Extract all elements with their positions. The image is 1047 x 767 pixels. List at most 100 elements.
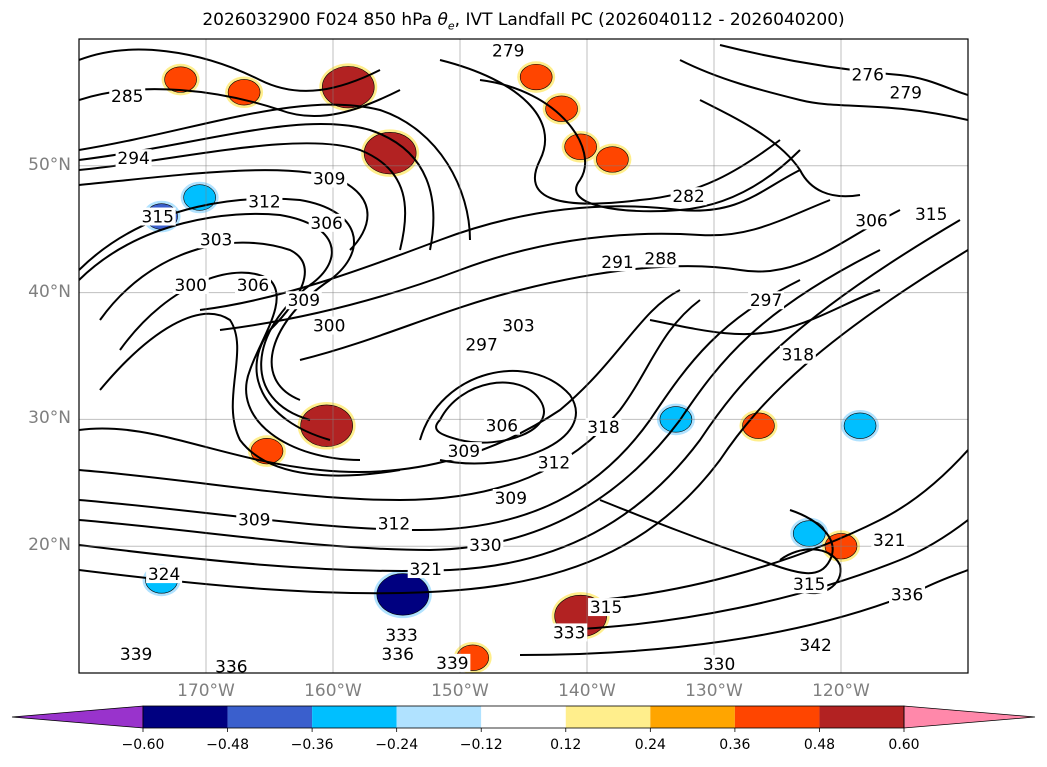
contour-label: 303 (502, 317, 534, 337)
contour-label: 309 (313, 169, 345, 189)
contour-label-background (791, 575, 828, 594)
contour-label: 294 (117, 149, 149, 169)
contour-label-background (588, 598, 625, 617)
contour-label-background (311, 169, 348, 188)
contour-line (79, 197, 355, 401)
contour-line (79, 289, 681, 473)
colorbar-bin (819, 706, 904, 728)
anomaly-patch (596, 146, 629, 173)
contour-label: 282 (672, 187, 704, 207)
contour-line (79, 249, 968, 595)
lon-tick-label: 160°W (304, 681, 362, 701)
contour-label-background (139, 207, 176, 226)
colorbar-outline (142, 705, 905, 729)
title-prefix: 2026032900 F024 850 hPa (202, 10, 438, 30)
lat-tick-label: 40°N (28, 281, 71, 302)
contour-label-background (642, 249, 679, 268)
colorbar-tick-label: −0.24 (375, 737, 419, 753)
contour-label: 336 (215, 658, 247, 678)
colorbar-bin (565, 706, 651, 728)
contour-label: 279 (492, 41, 524, 61)
colorbar-tick-label: 0.48 (803, 737, 836, 753)
contour-label: 315 (590, 598, 622, 618)
contour-label: 309 (288, 291, 320, 311)
anomaly-patch (164, 66, 197, 93)
contour-label-background (198, 230, 235, 249)
colorbar-bin (481, 706, 566, 728)
contour-label-background (871, 530, 908, 549)
contour-label-background (889, 585, 926, 604)
contour-label-background (551, 623, 588, 642)
contour-label-background (797, 636, 834, 655)
contour-label: 315 (142, 208, 174, 228)
title-suffix: , IVT Landfall PC (2026040112 - 20260402… (454, 10, 845, 30)
contour-label-background (236, 510, 273, 529)
anomaly-patch (742, 412, 775, 439)
contour-line (419, 370, 577, 465)
contour-label-background (585, 418, 622, 437)
contour-line (649, 289, 881, 336)
contour-label: 303 (200, 230, 232, 250)
colorbar-bin (227, 706, 313, 728)
anomaly-patch (376, 573, 430, 616)
anomaly-patch (843, 412, 877, 439)
contour-label: 309 (448, 442, 480, 462)
colorbar-bin (396, 706, 482, 728)
contour-label: 306 (310, 214, 342, 234)
colorbar-extend-max (903, 705, 1036, 729)
contour-label-background (383, 625, 420, 644)
colorbar-tick-label: 0.60 (888, 737, 920, 753)
contour-label: 309 (495, 489, 527, 509)
title-theta: θ (437, 10, 448, 30)
contour-line (219, 199, 831, 331)
contour-line (559, 519, 968, 631)
contour-label: 339 (436, 654, 468, 674)
contour-label: 306 (237, 276, 269, 296)
colorbar-bin (734, 706, 820, 728)
contour-label: 315 (915, 205, 947, 225)
contour-line (699, 99, 861, 198)
contour-label: 312 (248, 192, 280, 212)
lon-tick-label: 140°W (558, 681, 616, 701)
contour-line (599, 449, 968, 601)
contour-line (519, 569, 968, 656)
contour-label-background (463, 335, 500, 354)
contour-label-background (535, 453, 572, 472)
anomaly-patch (564, 133, 597, 160)
contour-line (599, 499, 834, 575)
contour-label-background (172, 275, 209, 294)
contour-label: 288 (644, 249, 676, 269)
colorbar-tick-label: 0.12 (550, 737, 582, 753)
contour-label-background (434, 653, 471, 672)
contour-line (99, 241, 331, 441)
colorbar-bin (312, 706, 397, 728)
lat-tick-label: 30°N (28, 408, 71, 429)
contour-label: 318 (587, 418, 619, 438)
contour-label-background (467, 535, 504, 554)
colorbar-tick-label: −0.36 (290, 737, 334, 753)
contour-label-background (779, 345, 816, 364)
contour-label: 276 (851, 66, 883, 86)
contour-label-background (109, 87, 146, 106)
colorbar-tick-label: 0.36 (719, 737, 751, 753)
contour-label-background (490, 41, 527, 60)
contour-label: 315 (793, 575, 825, 595)
contour-label: 324 (148, 565, 180, 585)
contour-label: 300 (313, 317, 345, 337)
contour-line (79, 103, 471, 241)
colorbar-tick-label: 0.24 (634, 737, 666, 753)
contour-label-background (748, 291, 785, 310)
contour-line (79, 48, 381, 92)
contour-label: 330 (703, 655, 735, 675)
contour-label-background (445, 442, 482, 461)
contour-label: 297 (465, 336, 497, 356)
contour-label: 321 (409, 560, 441, 580)
contour-line (79, 212, 333, 421)
contour-label-background (213, 657, 250, 673)
anomaly-patch (227, 79, 261, 106)
contour-label: 312 (538, 454, 570, 474)
colorbar-tick-label: −0.60 (121, 737, 165, 753)
contour-label-background (308, 213, 345, 232)
